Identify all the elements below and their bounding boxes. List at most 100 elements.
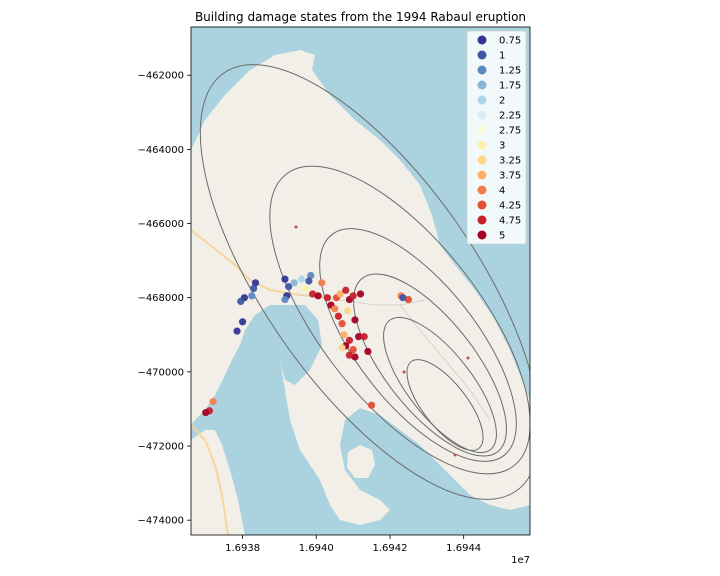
damage-point	[237, 297, 245, 305]
damage-point	[356, 290, 365, 298]
volcano-marker-tavurvur	[453, 453, 457, 457]
damage-point	[340, 331, 348, 339]
volcano-markers	[294, 225, 470, 457]
chart-title: Building damage states from the 1994 Rab…	[195, 10, 526, 24]
legend-marker	[477, 230, 487, 240]
y-tick-label: −468000	[137, 293, 184, 304]
legend-label: 1.75	[499, 81, 521, 92]
legend-label: 4.25	[499, 201, 521, 212]
legend-label: 2.75	[499, 126, 521, 137]
ash-contours	[199, 64, 530, 500]
land-island	[347, 445, 375, 478]
damage-point	[285, 282, 293, 291]
damage-point	[307, 271, 315, 280]
damage-point	[209, 397, 217, 406]
damage-point	[360, 333, 368, 341]
x-tick-label: 1.6940	[299, 543, 334, 554]
damage-point	[345, 351, 354, 359]
legend-marker	[477, 185, 487, 195]
damage-point	[355, 333, 363, 341]
x-axis: 1.6938 1.6940 1.6942 1.6944	[225, 535, 481, 554]
legend-marker	[477, 65, 487, 75]
damage-point	[323, 294, 331, 302]
legend-marker	[477, 200, 487, 210]
legend-label: 3.25	[499, 156, 521, 167]
x-tick-label: 1.6944	[446, 543, 481, 554]
damage-point	[318, 279, 326, 287]
damage-point	[281, 295, 289, 304]
damage-point	[248, 292, 256, 300]
damage-point	[238, 318, 247, 326]
y-tick-label: −470000	[137, 367, 184, 378]
contour-3	[319, 228, 517, 462]
y-tick-label: −464000	[137, 145, 184, 156]
damage-point	[334, 312, 342, 320]
damage-point	[351, 316, 359, 324]
legend-box	[466, 30, 527, 245]
legend-marker	[477, 125, 487, 135]
damage-point	[351, 353, 359, 361]
legend-label: 0.75	[499, 36, 521, 47]
damage-points	[202, 271, 413, 417]
y-axis: −462000 −464000 −466000 −468000 −470000 −4720…	[137, 71, 191, 527]
damage-point	[297, 275, 306, 283]
contour-6	[406, 359, 484, 451]
damage-point	[314, 292, 322, 300]
legend-label: 1	[499, 51, 505, 62]
volcano-marker-rabalanakaia	[402, 370, 406, 374]
legend-marker	[477, 140, 487, 150]
legend-label: 4.75	[499, 216, 521, 227]
damage-point	[367, 401, 376, 409]
damage-point	[281, 275, 289, 283]
y-tick-label: −466000	[137, 219, 184, 230]
legend-marker	[477, 50, 487, 60]
water-bay	[272, 305, 322, 385]
damage-point	[349, 345, 357, 354]
damage-point	[250, 284, 258, 293]
damage-point	[399, 294, 407, 302]
legend: 0.75 1 1.25 1.75 2 2.25 2.75 3 3.25 3.75 4 4.25 4.75…	[466, 30, 527, 245]
legend-label: 4	[499, 186, 505, 197]
legend-marker	[477, 215, 487, 225]
y-tick-label: −462000	[137, 71, 184, 82]
x-tick-label: 1.6942	[372, 543, 407, 554]
land-peninsula	[191, 50, 530, 525]
legend-label: 2.25	[499, 111, 521, 122]
contour-1	[199, 64, 530, 500]
x-tick-label: 1.6938	[225, 543, 260, 554]
damage-point	[349, 292, 357, 300]
contour-2	[269, 165, 530, 475]
road-southwest	[191, 424, 229, 535]
damage-point	[308, 290, 317, 298]
damage-point	[404, 295, 413, 304]
volcano-marker-east	[466, 356, 470, 360]
contour-5	[383, 316, 497, 454]
damage-point	[290, 279, 298, 287]
legend-marker	[477, 80, 487, 90]
damage-point	[233, 327, 241, 335]
damage-point	[344, 307, 352, 315]
legend-marker	[477, 35, 487, 45]
damage-point	[336, 290, 344, 298]
damage-point	[345, 336, 354, 344]
damage-point	[301, 284, 309, 293]
legend-marker	[477, 155, 487, 165]
legend-label: 2	[499, 96, 505, 107]
x-offset-label: 1e7	[511, 555, 530, 566]
damage-point	[331, 305, 339, 313]
legend-label: 3	[499, 141, 505, 152]
legend-label: 3.75	[499, 171, 521, 182]
land-southwest	[191, 430, 245, 535]
axes-frame	[190, 26, 531, 536]
damage-point	[305, 277, 313, 285]
legend-label: 1.25	[499, 66, 521, 77]
volcano-marker-north	[294, 225, 298, 229]
contour-4	[353, 273, 507, 457]
damage-point	[202, 409, 210, 417]
damage-point	[342, 286, 350, 294]
legend-label: 5	[499, 231, 505, 242]
basemap	[191, 27, 530, 535]
damage-point	[338, 344, 346, 352]
